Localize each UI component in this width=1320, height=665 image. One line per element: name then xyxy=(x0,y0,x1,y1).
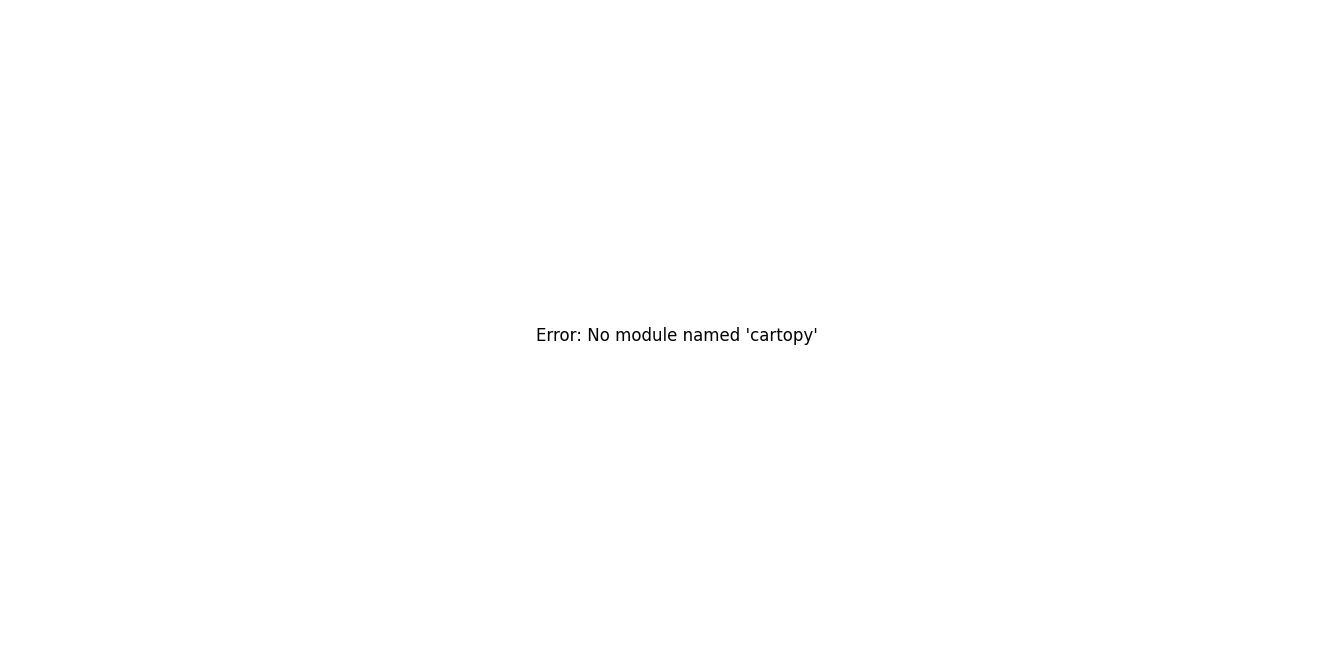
Text: Error: No module named 'cartopy': Error: No module named 'cartopy' xyxy=(536,327,817,345)
